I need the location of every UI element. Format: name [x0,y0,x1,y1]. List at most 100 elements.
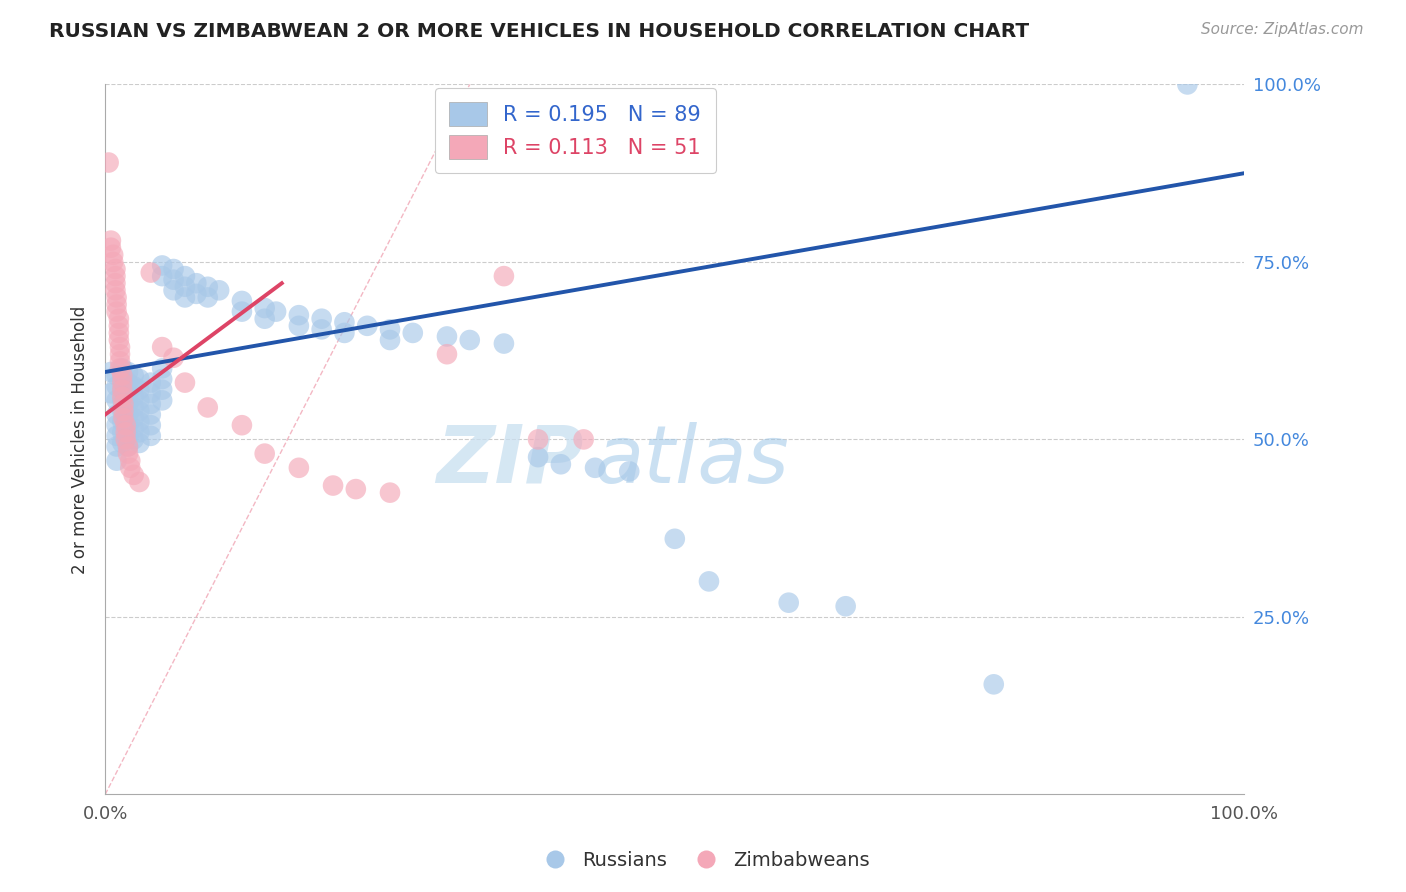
Point [150,393,173,408]
Point [834,599,856,614]
Point [128,475,150,489]
Point [108,354,131,368]
Point [288,308,311,322]
Point [108,340,131,354]
Point [114,418,136,433]
Point [1177,78,1199,92]
Point [122,368,145,383]
Point [117,447,139,461]
Point [253,311,276,326]
Point [492,269,515,284]
Point [114,425,136,440]
Point [174,269,197,284]
Point [111,415,134,429]
Point [105,440,128,454]
Text: Source: ZipAtlas.com: Source: ZipAtlas.com [1201,22,1364,37]
Point [105,368,128,383]
Point [117,440,139,454]
Point [983,677,1005,691]
Point [117,376,139,390]
Point [174,290,197,304]
Point [174,279,197,293]
Point [100,365,122,379]
Point [105,393,128,408]
Point [778,596,800,610]
Point [128,404,150,418]
Point [105,290,128,304]
Text: RUSSIAN VS ZIMBABWEAN 2 OR MORE VEHICLES IN HOUSEHOLD CORRELATION CHART: RUSSIAN VS ZIMBABWEAN 2 OR MORE VEHICLES… [49,22,1029,41]
Point [128,425,150,440]
Point [150,372,173,386]
Point [527,450,550,465]
Point [105,429,128,443]
Text: atlas: atlas [595,422,790,500]
Point [105,453,128,467]
Point [197,401,219,415]
Point [253,301,276,315]
Point [311,311,333,326]
Point [112,411,135,425]
Point [105,418,128,433]
Point [186,286,208,301]
Point [197,290,219,304]
Point [356,318,378,333]
Point [128,415,150,429]
Point [111,361,134,376]
Point [150,269,173,284]
Point [139,386,162,401]
Point [111,383,134,397]
Point [117,386,139,401]
Point [197,279,219,293]
Point [97,155,120,169]
Point [186,277,208,291]
Point [208,283,231,297]
Point [105,304,128,318]
Point [117,418,139,433]
Point [231,418,253,433]
Point [105,379,128,393]
Point [108,311,131,326]
Point [550,457,572,471]
Point [583,460,606,475]
Point [122,411,145,425]
Point [162,283,184,297]
Point [150,340,173,354]
Point [139,266,162,280]
Point [139,429,162,443]
Point [128,393,150,408]
Point [117,429,139,443]
Point [114,433,136,447]
Point [253,447,276,461]
Point [333,315,356,329]
Point [103,255,125,269]
Point [122,467,145,482]
Point [288,318,311,333]
Point [108,347,131,361]
Point [111,372,134,386]
Point [150,259,173,273]
Point [111,390,134,404]
Point [108,333,131,347]
Point [378,485,401,500]
Point [104,262,127,277]
Point [128,372,150,386]
Point [122,433,145,447]
Point [111,368,134,383]
Point [264,304,287,318]
Point [103,248,125,262]
Point [105,297,128,311]
Legend: R = 0.195   N = 89, R = 0.113   N = 51: R = 0.195 N = 89, R = 0.113 N = 51 [434,87,716,173]
Point [122,422,145,436]
Point [322,478,344,492]
Point [111,383,134,397]
Point [174,376,197,390]
Point [128,436,150,450]
Point [111,436,134,450]
Point [150,361,173,376]
Point [231,304,253,318]
Point [111,425,134,440]
Point [104,269,127,284]
Point [108,326,131,340]
Point [117,408,139,422]
Point [162,351,184,365]
